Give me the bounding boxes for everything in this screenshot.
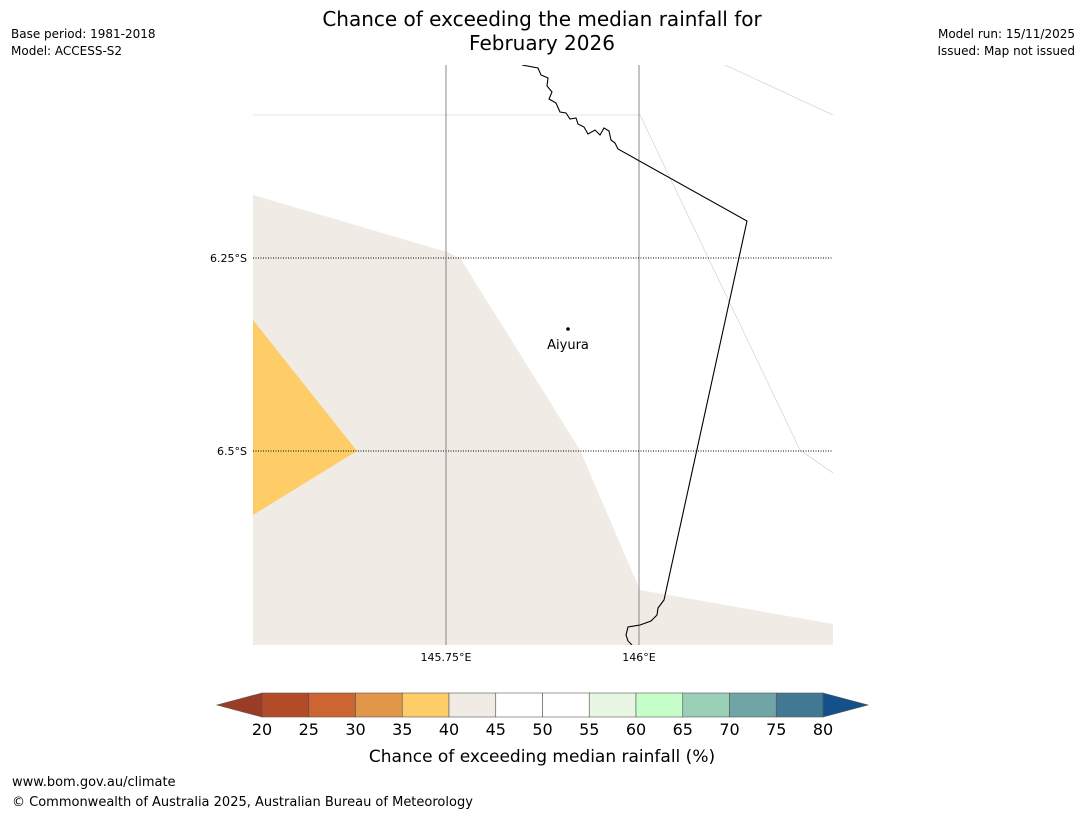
colorbar-tick-label: 75	[766, 720, 786, 739]
colorbar-bin-20-25	[261, 692, 310, 718]
colorbar-tick-label: 55	[579, 720, 599, 739]
footer-copyright: © Commonwealth of Australia 2025, Austra…	[12, 795, 473, 810]
aiyura-location-dot	[566, 327, 570, 331]
colorbar-title: Chance of exceeding median rainfall (%)	[369, 747, 715, 767]
colorbar-tick-label: 40	[439, 720, 459, 739]
aiyura-label: Aiyura	[547, 338, 589, 353]
colorbar-bin-40-45	[448, 692, 497, 718]
map-area: Aiyura	[253, 65, 833, 645]
colorbar-bin-70-75	[729, 692, 777, 718]
colorbar-bin-50-55	[542, 692, 590, 718]
colorbar-bin-65-70	[682, 692, 730, 718]
region-35-40	[253, 320, 357, 515]
map-title-line1: Chance of exceeding the median rainfall …	[322, 7, 762, 31]
colorbar-tick-label: 25	[299, 720, 319, 739]
map-title-line2: February 2026	[469, 31, 615, 55]
colorbar-tick-label: 70	[719, 720, 739, 739]
meta-left: Base period: 1981-2018 Model: ACCESS-S2	[11, 26, 156, 60]
colorbar-bin-75-80	[775, 692, 824, 718]
map-title: Chance of exceeding the median rainfall …	[292, 7, 792, 55]
lon-label-146: 146°E	[622, 651, 655, 664]
colorbar-bin-35-40	[401, 692, 450, 718]
region-boundary-line	[724, 65, 833, 116]
colorbar-tick-label: 50	[532, 720, 552, 739]
colorbar-bin-gt80	[822, 692, 870, 718]
meta-right: Model run: 15/11/2025 Issued: Map not is…	[937, 26, 1075, 60]
colorbar-tick-label: 80	[813, 720, 833, 739]
issued-text: Issued: Map not issued	[937, 44, 1075, 58]
footer-url[interactable]: www.bom.gov.au/climate	[12, 775, 176, 790]
colorbar-bin-60-65	[635, 692, 684, 718]
colorbar-bin-lt20	[215, 692, 263, 718]
base-period-text: Base period: 1981-2018	[11, 27, 156, 41]
model-text: Model: ACCESS-S2	[11, 44, 123, 58]
colorbar-tick-label: 20	[252, 720, 272, 739]
colorbar-tick-label: 35	[392, 720, 412, 739]
country-border-line	[521, 65, 748, 645]
colorbar-bin-25-30	[308, 692, 356, 718]
colorbar-tick-label: 60	[626, 720, 646, 739]
colorbar-ticks: 20 25 30 35 40 45 50 55 60 65 70 75 80	[252, 720, 833, 739]
colorbar-bin-30-35	[355, 692, 403, 718]
colorbar-bin-55-60	[588, 692, 637, 718]
colorbar-tick-label: 30	[345, 720, 365, 739]
region-40-45	[253, 195, 833, 645]
colorbar-bin-45-50	[495, 692, 543, 718]
model-run-text: Model run: 15/11/2025	[937, 27, 1075, 41]
colorbar	[215, 692, 870, 718]
colorbar-tick-label: 45	[486, 720, 506, 739]
lat-label-6-5: 6.5°S	[217, 445, 247, 458]
lat-label-6-25: 6.25°S	[210, 252, 247, 265]
lon-label-145-75: 145.75°E	[421, 651, 472, 664]
colorbar-tick-label: 65	[673, 720, 693, 739]
